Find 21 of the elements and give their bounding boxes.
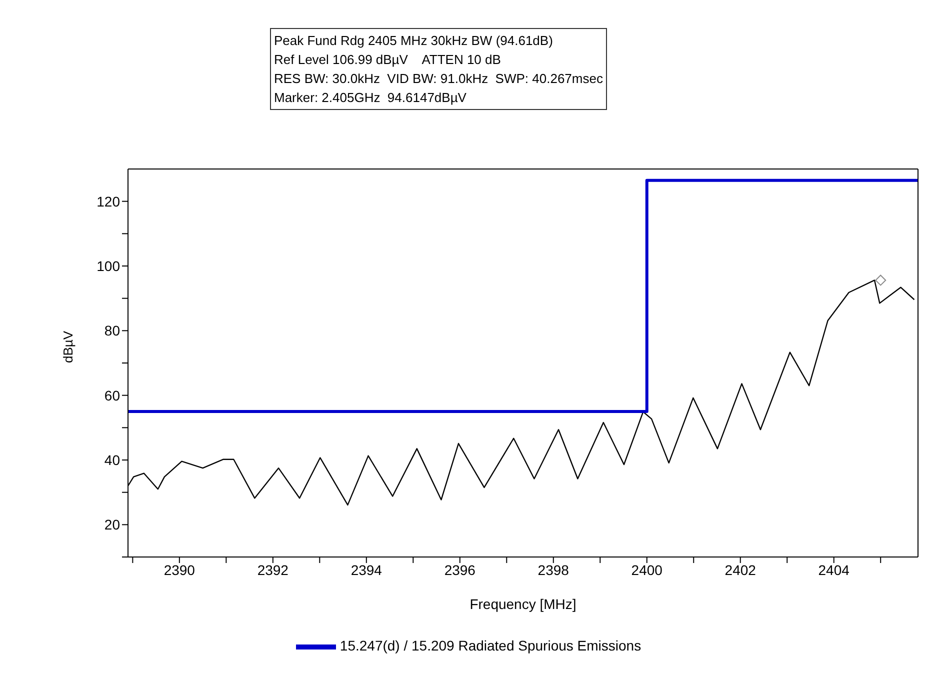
x-tick-label: 2390 [164, 562, 196, 578]
y-tick-label: 60 [104, 387, 120, 404]
y-axis-title: dBµV [60, 330, 76, 363]
x-tick-label: 2396 [444, 562, 476, 578]
x-tick-label: 2394 [350, 562, 382, 578]
legend-label: 15.247(d) / 15.209 Radiated Spurious Emissions [340, 638, 642, 654]
y-tick-label: 80 [104, 322, 120, 339]
y-tick-label: 100 [96, 258, 120, 274]
x-axis-title: Frequency [MHz] [470, 596, 576, 612]
y-tick-label: 40 [104, 452, 120, 468]
x-tick-label: 2398 [538, 562, 570, 578]
x-tick-label: 2392 [257, 562, 289, 578]
text: Marker: 2.405GHz 94.6147dBµV [274, 89, 468, 107]
y-tick-label: 20 [104, 516, 120, 533]
x-tick-label: 2402 [724, 562, 756, 578]
y-tick-label: 120 [96, 193, 120, 210]
text: RES BW: 30.0kHz VID BW: 91.0kHz SWP: 40.267msec [274, 70, 603, 88]
x-tick-label: 2400 [631, 562, 663, 578]
x-tick-label: 2404 [818, 562, 850, 578]
text: Ref Level 106.99 dBµV ATTEN 10 dB [274, 51, 502, 69]
text: Peak Fund Rdg 2405 MHz 30kHz BW (94.61dB) [274, 32, 554, 50]
